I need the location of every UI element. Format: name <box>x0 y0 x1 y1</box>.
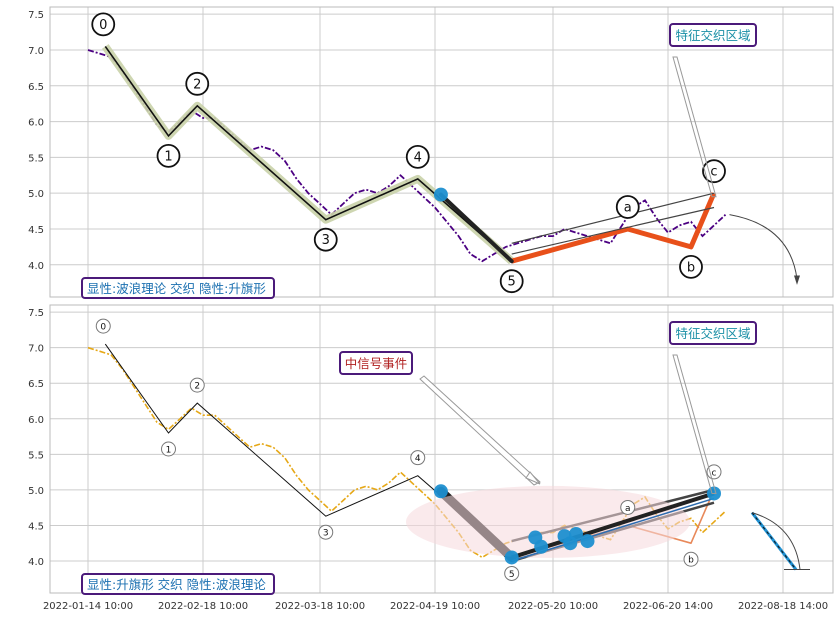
top-y-tick-label: 7.0 <box>28 46 44 57</box>
bottom-projection-line <box>750 511 798 571</box>
bottom-highlight-zone <box>406 485 690 558</box>
bottom-signal-point <box>504 550 519 565</box>
bottom-pattern-box <box>81 573 275 595</box>
bottom-frame <box>49 304 834 594</box>
top-projection-arrowhead <box>794 275 800 285</box>
top-projection-arc <box>729 214 798 280</box>
top-y-tick-label: 6.5 <box>28 82 44 93</box>
bottom-wave-label: 3 <box>323 529 329 539</box>
top-y-tick-label: 6.0 <box>28 118 44 129</box>
bottom-y-tick-label: 6.5 <box>28 379 44 390</box>
top-wave-label: 2 <box>193 77 201 92</box>
bottom-wave-marker <box>161 441 176 457</box>
top-annotation-arrow <box>672 56 717 198</box>
bottom-y-tick-label: 5.5 <box>28 450 44 461</box>
bottom-annotation-box <box>669 321 757 345</box>
x-tick-label: 2022-05-20 10:00 <box>508 601 598 612</box>
bottom-wave-label: 0 <box>100 323 106 333</box>
top-wave-label: 5 <box>508 275 516 290</box>
bottom-wave-marker <box>620 499 636 515</box>
top-wave-label: 4 <box>414 150 422 165</box>
top-wave-marker <box>702 159 726 184</box>
bottom-y-tick-label: 4.5 <box>28 521 44 532</box>
event-arrow <box>419 375 541 486</box>
bottom-signal-point <box>569 526 583 541</box>
x-tick-label: 2022-01-14 10:00 <box>43 601 133 612</box>
top-wave-marker <box>156 143 181 168</box>
top-wave-label: 3 <box>322 233 330 248</box>
top-plot-area <box>50 7 833 297</box>
bottom-wave-marker <box>189 377 205 393</box>
event-arrow-head <box>525 471 541 485</box>
x-tick-label: 2022-03-18 10:00 <box>275 601 365 612</box>
event-label-text: 中信号事件 <box>345 356 408 371</box>
bottom-wave-label: a <box>625 504 631 514</box>
bottom-projection-arc <box>751 512 801 570</box>
bottom-wave-label: 2 <box>194 382 200 392</box>
top-frame <box>49 6 834 298</box>
top-y-tick-label: 5.0 <box>28 189 44 200</box>
bottom-signal-point <box>580 534 595 549</box>
top-annotation-text: 特征交织区域 <box>675 28 750 43</box>
bottom-y-tick-label: 4.0 <box>28 557 44 568</box>
bottom-wave-label: 1 <box>166 446 172 456</box>
top-flagpole <box>438 192 514 264</box>
top-wave-marker <box>313 227 338 252</box>
bottom-y-tick-label: 5.0 <box>28 486 44 497</box>
event-label-box <box>339 351 413 375</box>
bottom-wave-label: 4 <box>415 454 421 464</box>
top-wave-label: 0 <box>99 18 107 33</box>
bottom-wave-label: c <box>712 468 717 478</box>
bottom-wave-marker <box>410 450 426 466</box>
top-wave-marker <box>185 71 210 96</box>
top-wave-marker <box>615 195 640 219</box>
top-wave-label: b <box>687 260 695 275</box>
top-pattern-label: 显性:波浪理论 交织 隐性:升旗形 <box>87 281 266 296</box>
top-abc-line <box>511 192 717 264</box>
top-wave-label: a <box>624 200 632 215</box>
x-tick-label: 2022-06-20 14:00 <box>623 601 713 612</box>
bottom-y-tick-label: 7.0 <box>28 344 44 355</box>
top-y-tick-label: 7.5 <box>28 10 44 21</box>
bottom-wave-marker <box>504 565 520 581</box>
top-y-tick-label: 4.0 <box>28 261 44 272</box>
top-wave-label: 1 <box>164 149 172 164</box>
top-wave-label: c <box>710 165 717 180</box>
bottom-wave-line <box>104 343 513 558</box>
top-wave-marker <box>91 12 116 37</box>
top-wave-marker <box>405 144 430 169</box>
bottom-signal-point <box>433 484 448 499</box>
bottom-signal-point <box>534 539 549 554</box>
top-wave-line <box>104 45 513 262</box>
x-tick-label: 2022-02-18 10:00 <box>158 601 248 612</box>
top-channel-line <box>511 206 715 255</box>
bottom-wave-marker <box>683 551 699 567</box>
bottom-pattern-label: 显性:升旗形 交织 隐性:波浪理论 <box>87 577 266 592</box>
bottom-wave-marker <box>95 318 111 334</box>
bottom-price-line <box>87 346 727 559</box>
top-pattern-box <box>81 277 275 299</box>
bottom-y-tick-label: 6.0 <box>28 415 44 426</box>
top-y-tick-label: 5.5 <box>28 153 44 164</box>
bottom-wave-label: b <box>688 556 694 566</box>
top-annotation-box <box>669 23 757 47</box>
top-wave-marker <box>499 269 524 294</box>
bottom-y-tick-label: 7.5 <box>28 308 44 319</box>
top-signal-point <box>433 187 448 202</box>
bottom-annotation-text: 特征交织区域 <box>675 326 750 341</box>
top-channel-line <box>511 192 715 244</box>
top-y-tick-label: 4.5 <box>28 225 44 236</box>
bottom-wave-label: 5 <box>509 570 515 580</box>
bottom-annotation-arrow <box>672 354 717 494</box>
x-tick-label: 2022-08-18 14:00 <box>738 601 828 612</box>
bottom-wave-marker <box>318 524 334 540</box>
x-tick-label: 2022-04-19 10:00 <box>390 601 480 612</box>
top-wave-marker <box>679 254 703 279</box>
